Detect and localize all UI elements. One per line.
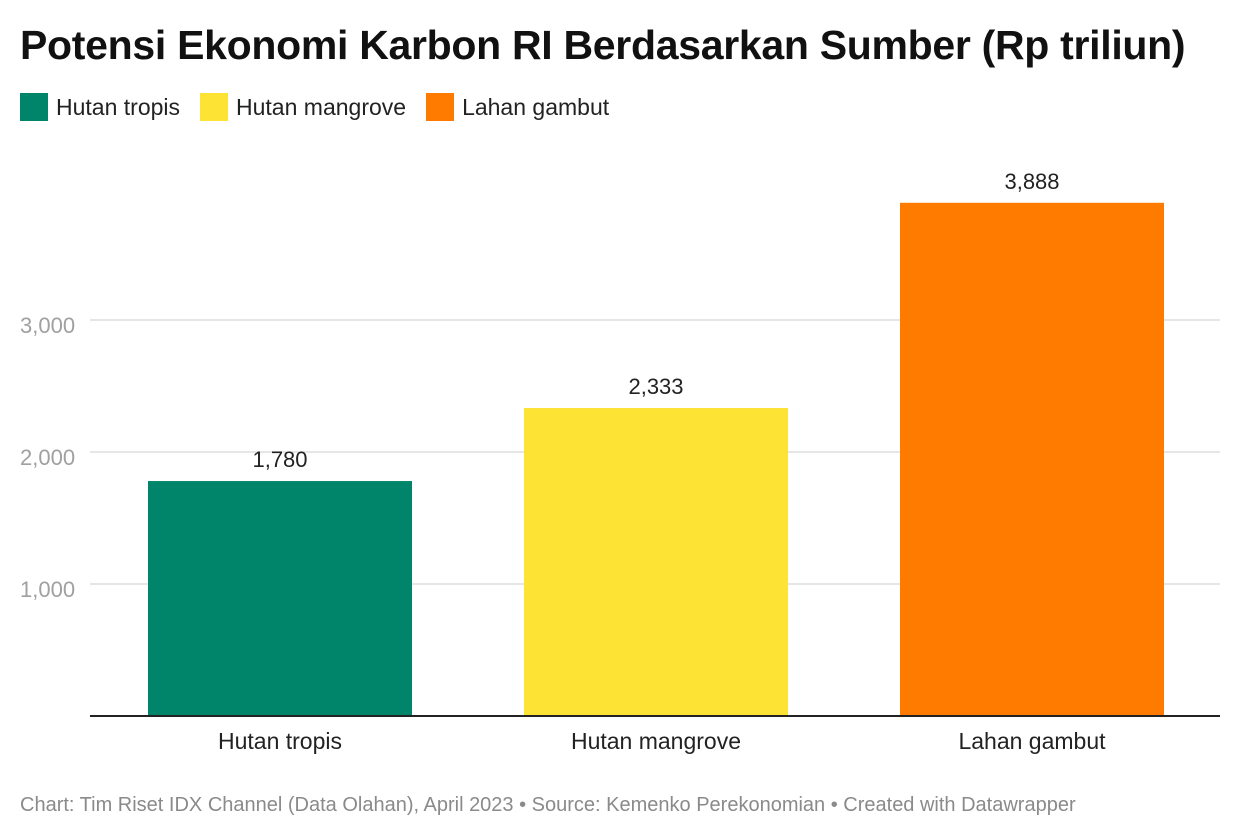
x-tick-label: Hutan tropis [218,728,342,754]
bar [900,202,1164,716]
x-tick-label: Lahan gambut [958,728,1106,754]
bar-chart: 1,000 2,000 3,000 1,780 Hutan tropis 2,333 Hut… [20,169,1220,754]
y-tick-label: 3,000 [20,313,75,338]
bar [148,481,412,716]
legend-label-lahan-gambut: Lahan gambut [462,93,610,120]
legend-item-hutan-tropis: Hutan tropis [20,93,180,121]
legend-swatch-hutan-tropis [20,93,48,121]
data-label: 1,780 [252,447,307,472]
legend-item-hutan-mangrove: Hutan mangrove [200,93,406,121]
legend: Hutan tropis Hutan mangrove Lahan gambut [20,93,609,121]
data-label: 2,333 [628,374,683,399]
chart-footer: Chart: Tim Riset IDX Channel (Data Olaha… [20,794,1076,816]
y-tick-label: 1,000 [20,577,75,602]
x-tick-label: Hutan mangrove [571,728,741,754]
chart-title: Potensi Ekonomi Karbon RI Berdasarkan Su… [20,22,1186,68]
y-tick-label: 2,000 [20,445,75,470]
legend-item-lahan-gambut: Lahan gambut [426,93,609,121]
data-label: 3,888 [1004,169,1059,194]
legend-label-hutan-mangrove: Hutan mangrove [236,93,407,120]
legend-label-hutan-tropis: Hutan tropis [56,93,181,120]
bar [524,408,788,716]
legend-swatch-lahan-gambut [426,93,455,121]
legend-swatch-hutan-mangrove [200,93,229,121]
